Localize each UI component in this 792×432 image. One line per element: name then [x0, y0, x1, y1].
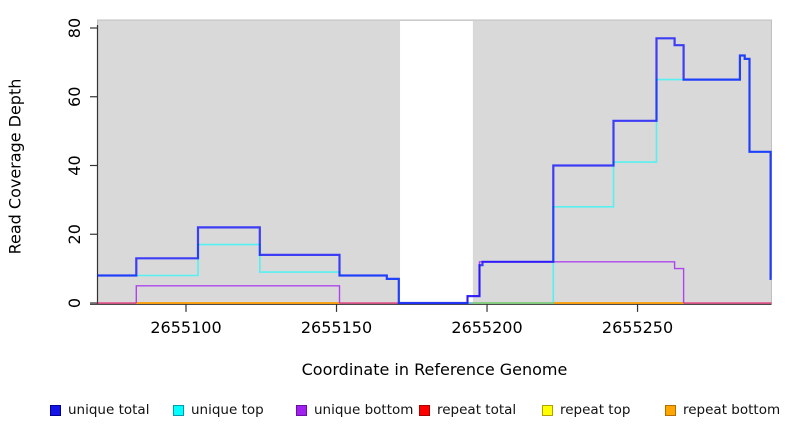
legend-item-repeat-bottom: repeat bottom: [665, 402, 788, 418]
legend-item-repeat-total: repeat total: [419, 402, 542, 418]
legend-label: unique total: [68, 402, 150, 418]
series-line-unique-bottom: [135, 285, 341, 303]
legend-label: repeat total: [437, 402, 517, 418]
legend-label: unique bottom: [314, 402, 414, 418]
legend-label: unique top: [191, 402, 264, 418]
y-tick-label: 0: [65, 298, 84, 308]
x-tick-label: 2655100: [150, 318, 221, 337]
legend: unique total unique top unique bottom re…: [50, 400, 790, 420]
x-tick-label: 2655150: [301, 318, 372, 337]
unique-top-swatch-icon: [173, 404, 184, 416]
legend-item-repeat-top: repeat top: [542, 402, 665, 418]
y-axis-label: Read Coverage Depth: [5, 78, 25, 255]
y-tick-label: 40: [65, 155, 84, 175]
y-tick-label: 60: [65, 87, 84, 107]
x-tick-label: 2655200: [451, 318, 522, 337]
legend-item-unique-bottom: unique bottom: [296, 402, 419, 418]
uncovered-gap: [400, 21, 473, 304]
y-tick-label: 80: [65, 18, 84, 38]
series-line-unique-total: [97, 37, 772, 305]
repeat-total-swatch-icon: [419, 404, 430, 416]
x-axis-label: Coordinate in Reference Genome: [301, 360, 568, 379]
repeat-top-swatch-icon: [542, 404, 553, 416]
repeat-bottom-swatch-icon: [665, 404, 676, 416]
legend-label: repeat top: [560, 402, 631, 418]
x-tick-label: 2655250: [602, 318, 673, 337]
unique-bottom-swatch-icon: [296, 404, 307, 416]
legend-label: repeat bottom: [683, 402, 781, 418]
plot-area: 2655100 2655150 2655200 2655250 0 20 40 60 80: [65, 18, 772, 337]
legend-item-unique-top: unique top: [173, 402, 296, 418]
unique-total-swatch-icon: [50, 404, 61, 416]
legend-item-unique-total: unique total: [50, 402, 173, 418]
y-tick-label: 20: [65, 224, 84, 244]
